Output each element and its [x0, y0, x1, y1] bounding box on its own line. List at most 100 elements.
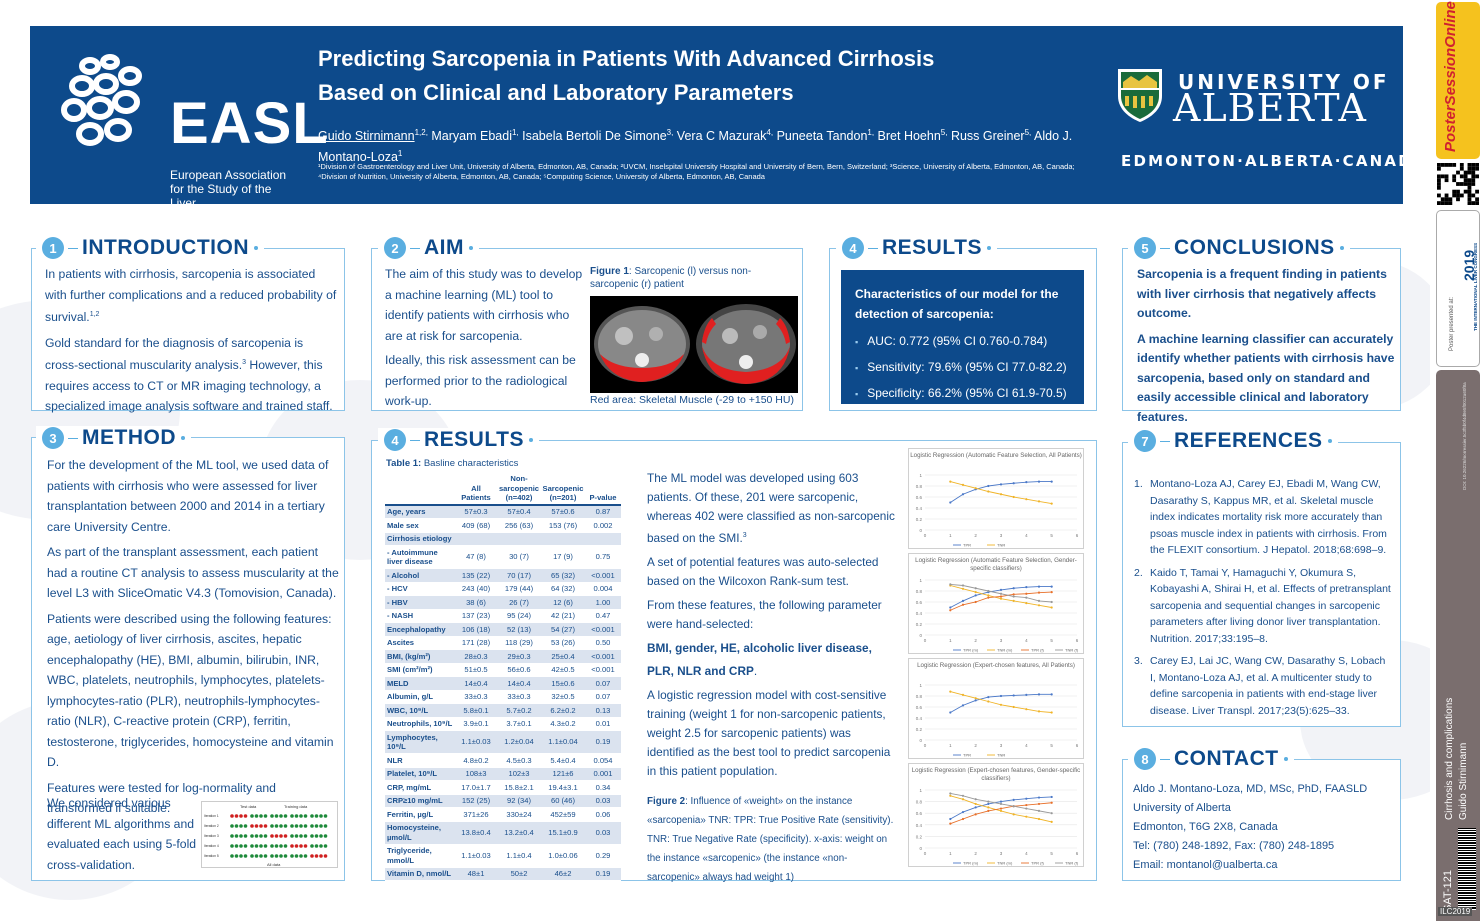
- conclusions-text: Sarcopenia is a frequent finding in pati…: [1137, 267, 1395, 424]
- data-point: [1012, 705, 1015, 709]
- table-cell: 33±0.3: [497, 690, 541, 704]
- table-cell: - NASH: [385, 609, 455, 623]
- data-point: [961, 798, 965, 801]
- qr-module: [1444, 201, 1449, 205]
- cv-fold-dot: [290, 834, 294, 838]
- data-point: [987, 696, 990, 699]
- cv-fold-dot: [323, 834, 328, 838]
- qr-module: [1467, 182, 1472, 186]
- data-point: [1012, 587, 1015, 590]
- affiliations: ¹Division of Gastroenterology and Liver …: [318, 162, 1075, 181]
- qr-module: [1448, 197, 1453, 202]
- table-cell: 371±26: [455, 807, 497, 822]
- table-cell: 25±0.4: [541, 649, 585, 664]
- table-row: Age, years 57±0.3 57±0.4 57±0.6 0.87: [385, 504, 621, 519]
- legend-label: TPR (f): [1031, 861, 1045, 866]
- data-point: [1050, 591, 1053, 594]
- qr-module: [1471, 166, 1476, 171]
- table-cell: 26 (7): [497, 595, 541, 610]
- data-point: [961, 603, 965, 606]
- table-cell: Ascites: [385, 636, 455, 650]
- qr-module: [1475, 163, 1479, 167]
- qr-module: [1467, 189, 1472, 194]
- y-tick-label: 0.4: [916, 716, 923, 721]
- cv-fold-dot: [279, 824, 283, 828]
- x-tick-label: 3: [1000, 638, 1003, 643]
- ualberta-logo: UNIVERSITY OF ALBERTA EDMONTON·ALBERTA·C…: [1115, 66, 1425, 206]
- table-row: Triglyceride, mmol/L 1.1±0.03 1.1±0.4 1.0±0…: [385, 844, 621, 868]
- cv-fold-dot: [254, 844, 259, 848]
- cv-fold-dot: [234, 814, 239, 818]
- table-row: Lymphocytes, 10⁹/L 1.1±0.03 1.2±0.04 1.1±0.…: [385, 730, 621, 754]
- qr-module: [1459, 163, 1464, 167]
- cv-fold-dot: [294, 854, 299, 858]
- conclusions-box: Sarcopenia is a frequent finding in pati…: [1122, 248, 1401, 424]
- data-point: [987, 809, 990, 812]
- y-tick-label: 0.8: [916, 694, 923, 699]
- authors: Guido Stirnimann1,2, Maryam Ebadi1, Isab…: [318, 128, 1073, 165]
- cv-fold-dot: [239, 824, 243, 828]
- table-cell: <0.001: [585, 663, 621, 677]
- cv-fold-dot: [303, 834, 308, 838]
- table-cell: 29±0.3: [497, 649, 541, 664]
- data-point: [999, 694, 1003, 698]
- cv-fold-dot: [319, 834, 323, 838]
- table-row: CRP≥10 mg/mL 152 (25) 92 (34) 60 (46) 0.03: [385, 794, 621, 808]
- table-cell: 57±0.3: [455, 504, 497, 519]
- table-cell: 0.19: [585, 730, 621, 754]
- qr-module: [1444, 163, 1449, 167]
- cv-fold-dot: [230, 824, 234, 828]
- y-tick-label: 0.4: [916, 823, 923, 828]
- data-point: [974, 594, 977, 597]
- qr-module: [1440, 201, 1445, 205]
- table-cell: 1.00: [585, 595, 621, 610]
- data-point: [1050, 606, 1053, 609]
- data-point: [1037, 796, 1041, 799]
- table-cell: 0.07: [585, 676, 621, 691]
- data-point: [987, 589, 990, 593]
- data-point: [1012, 495, 1015, 499]
- cv-fold-dot: [263, 824, 268, 828]
- data-point: [974, 813, 977, 816]
- cv-fold-dot: [290, 854, 294, 858]
- table1-header: Non-sarcopenic (n=402): [497, 473, 541, 506]
- y-tick-label: 1: [919, 578, 922, 583]
- cv-fold-dot: [314, 834, 319, 838]
- data-point: [974, 697, 977, 700]
- qr-module: [1437, 185, 1441, 190]
- table-cell: 60 (46): [541, 794, 585, 808]
- table-cell: 0.03: [585, 794, 621, 808]
- table-cell: 92 (34): [497, 794, 541, 808]
- cv-fold-dot: [283, 824, 288, 828]
- qr-code[interactable]: [1436, 163, 1480, 205]
- table-cell: 1.1±0.4: [497, 844, 541, 868]
- cv-fold-dot: [310, 844, 314, 848]
- table-cell: 5.8±0.1: [455, 703, 497, 718]
- data-point: [987, 490, 990, 493]
- qr-module: [1467, 185, 1472, 190]
- x-tick-label: 4: [1025, 638, 1028, 643]
- data-point: [1012, 798, 1015, 801]
- table-cell: 0.07: [585, 690, 621, 704]
- data-point: [999, 595, 1003, 598]
- cv-fold-dot: [274, 824, 279, 828]
- table-cell: 28±0.3: [455, 649, 497, 664]
- table-row: Platelet, 10⁹/L 108±3 102±3 121±6 0.001: [385, 767, 621, 781]
- pso-badge[interactable]: PosterSessionOnline: [1436, 1, 1480, 159]
- data-point: [961, 599, 965, 602]
- cv-fold-dot: [310, 834, 314, 838]
- x-tick-label: 4: [1025, 533, 1028, 538]
- table-cell: Vitamin D, nmol/L: [385, 867, 455, 881]
- table-row: Encephalopathy 106 (18) 52 (13) 54 (27) <0.0…: [385, 622, 621, 637]
- data-point: [999, 800, 1003, 803]
- cv-fold-dot: [250, 824, 254, 828]
- cv-fold-dot: [259, 834, 263, 838]
- data-point: [1037, 809, 1041, 812]
- table-cell: 0.19: [585, 867, 621, 881]
- table-cell: 0.34: [585, 780, 621, 795]
- table-row: - NASH 137 (23) 95 (24) 42 (21) 0.47: [385, 609, 621, 623]
- cv-fold-dot: [279, 814, 283, 818]
- qr-module: [1437, 193, 1441, 198]
- table-row: Cirrhosis etiology: [385, 532, 621, 546]
- cv-fold-dot: [314, 844, 319, 848]
